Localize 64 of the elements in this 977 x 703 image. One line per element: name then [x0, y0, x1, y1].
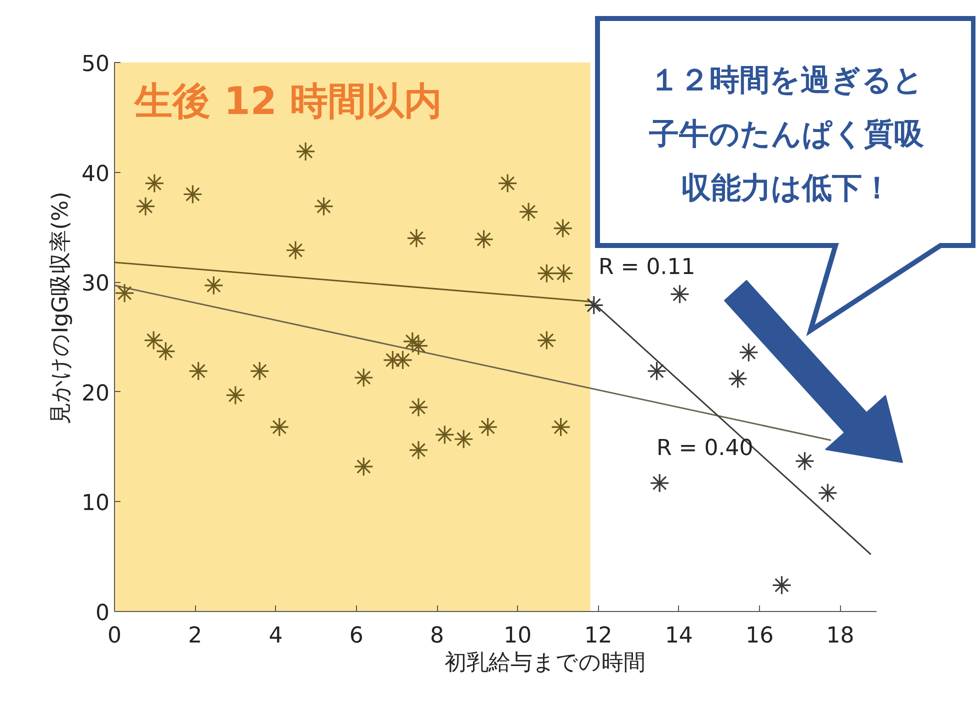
- point: [296, 142, 316, 162]
- point: [182, 184, 203, 204]
- x-tick-label: 16: [746, 624, 774, 648]
- point: [818, 483, 838, 503]
- point: [478, 417, 498, 437]
- point: [650, 473, 670, 493]
- point: [670, 284, 690, 304]
- point: [354, 456, 374, 476]
- x-tick-label: 4: [268, 624, 283, 648]
- x-tick-label: 2: [188, 624, 202, 648]
- point: [794, 451, 815, 471]
- point: [474, 229, 494, 250]
- x-tick-label: 18: [826, 624, 854, 648]
- point: [250, 361, 270, 381]
- x-axis-title: 初乳給与までの時間: [444, 650, 646, 676]
- annotation: R = 0.11: [598, 255, 696, 280]
- point: [188, 361, 208, 381]
- point: [408, 336, 428, 356]
- y-axis-title: 見かけのIgG吸収率(%): [48, 192, 74, 424]
- point: [114, 283, 134, 303]
- point: [498, 173, 518, 194]
- point: [728, 368, 748, 389]
- y-tick-label: 0: [96, 601, 110, 626]
- y-tick-label: 50: [82, 52, 110, 77]
- point: [772, 575, 792, 595]
- band-label: 生後 12 時間以内: [134, 78, 442, 123]
- annotation: １２時間を過ぎると子牛のたんぱく質吸収能力は低下！: [648, 63, 925, 206]
- point: [553, 218, 573, 238]
- x-tick-label: 6: [349, 624, 364, 648]
- point: [554, 264, 574, 284]
- point: [204, 276, 224, 296]
- point: [144, 173, 164, 194]
- point: [392, 350, 413, 370]
- point: [156, 341, 176, 362]
- point: [738, 342, 758, 362]
- point: [136, 196, 156, 216]
- point: [551, 417, 571, 437]
- y-tick-label: 30: [82, 272, 110, 297]
- point: [144, 330, 164, 350]
- x-tick-label: 12: [584, 624, 612, 648]
- point: [354, 368, 374, 388]
- point: [536, 330, 557, 350]
- point: [314, 196, 334, 216]
- point: [518, 202, 538, 222]
- point: [402, 332, 422, 352]
- point: [382, 350, 402, 370]
- point: [286, 240, 306, 260]
- y-tick-label: 10: [82, 491, 110, 516]
- y-tick-label: 40: [82, 162, 110, 187]
- x-tick-label: 10: [504, 624, 532, 648]
- point: [408, 440, 428, 460]
- x-tick-label: 8: [430, 624, 444, 648]
- point: [408, 397, 428, 418]
- point: [434, 424, 454, 445]
- y-tick-label: 20: [82, 381, 110, 406]
- point: [536, 264, 557, 284]
- point: [406, 228, 426, 248]
- x-tick-label: 14: [664, 624, 693, 648]
- point: [270, 417, 290, 437]
- point: [646, 361, 667, 381]
- point: [226, 385, 246, 405]
- point: [454, 429, 474, 449]
- point: [584, 295, 604, 315]
- annotation: R = 0.40: [656, 436, 754, 461]
